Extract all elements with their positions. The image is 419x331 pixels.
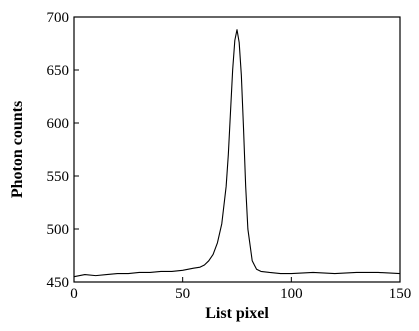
x-tick-label: 100 bbox=[280, 286, 303, 302]
y-axis-title: Photon counts bbox=[9, 101, 26, 198]
y-tick-label: 600 bbox=[47, 116, 70, 132]
x-tick-label: 50 bbox=[175, 286, 190, 302]
plot-frame bbox=[73, 16, 401, 283]
y-tick-label: 450 bbox=[47, 275, 70, 291]
y-tick-label: 650 bbox=[47, 63, 70, 79]
y-tick-label: 500 bbox=[47, 222, 70, 238]
plot-area bbox=[73, 16, 401, 283]
y-axis: 450 500 550 600 650 700 bbox=[47, 10, 79, 291]
x-tick-label: 0 bbox=[70, 286, 78, 302]
x-axis: 0 50 100 150 bbox=[70, 277, 411, 302]
series-line-photon-counts bbox=[73, 29, 401, 278]
x-axis-title: List pixel bbox=[205, 305, 269, 322]
y-tick-label: 550 bbox=[47, 169, 70, 185]
x-tick-label: 150 bbox=[389, 286, 412, 302]
y-tick-label: 700 bbox=[47, 10, 70, 26]
